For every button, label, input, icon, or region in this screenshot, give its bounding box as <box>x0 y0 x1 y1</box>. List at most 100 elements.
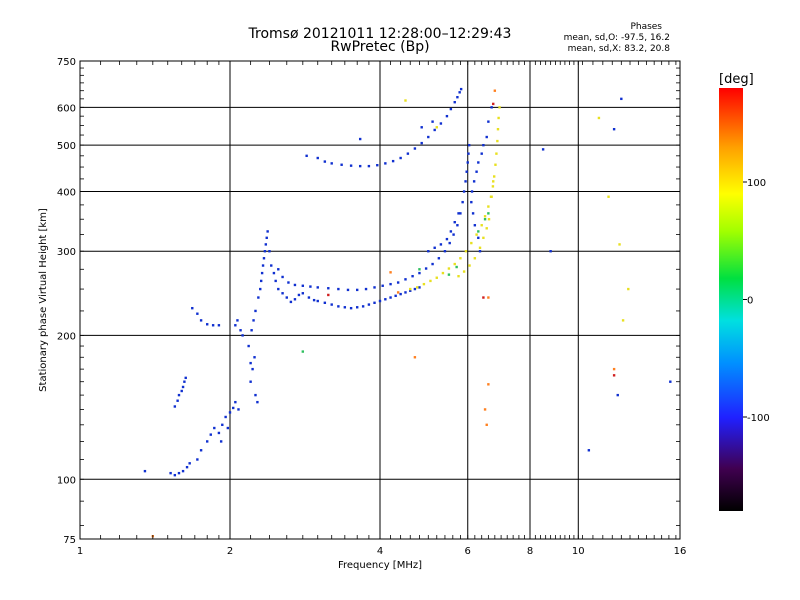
data-point <box>409 287 412 291</box>
data-point <box>211 324 215 327</box>
data-point <box>422 282 426 286</box>
data-point <box>394 294 397 298</box>
data-point <box>234 400 237 404</box>
data-point <box>389 271 392 274</box>
data-point <box>221 423 224 427</box>
axis-ticks: 1 2 4 6 8 10 16 75 100 200 300 400 500 600 750 <box>57 57 686 557</box>
data-point <box>257 296 260 299</box>
data-point <box>420 141 423 145</box>
data-point <box>307 296 311 299</box>
data-point <box>456 95 459 99</box>
data-point <box>468 264 471 267</box>
data-point <box>226 426 230 430</box>
data-point <box>475 170 478 173</box>
data-point <box>597 116 601 120</box>
y-tick-label: 750 <box>57 57 76 68</box>
data-point <box>196 312 199 315</box>
data-point <box>456 224 459 227</box>
data-point <box>264 243 268 246</box>
data-point <box>232 406 235 410</box>
data-point <box>323 160 327 163</box>
data-points <box>143 87 672 538</box>
data-point <box>477 236 480 240</box>
phase-summary-title: Phases <box>630 22 662 32</box>
data-point <box>452 233 455 236</box>
data-point <box>389 296 392 299</box>
data-point <box>346 288 350 292</box>
grid <box>80 61 680 539</box>
data-point <box>483 408 487 411</box>
data-point <box>457 274 460 278</box>
data-point <box>473 224 477 227</box>
data-point <box>418 286 421 289</box>
data-point <box>247 344 250 348</box>
data-point <box>587 449 591 452</box>
data-point <box>616 393 619 397</box>
data-point <box>217 431 221 435</box>
x-tick-label: 16 <box>674 546 687 557</box>
data-point <box>480 152 483 155</box>
data-point <box>237 408 240 411</box>
y-tick-label: 600 <box>57 103 76 114</box>
data-point <box>241 334 244 337</box>
data-point <box>620 97 623 101</box>
data-point <box>487 218 491 221</box>
data-point <box>490 106 493 109</box>
data-point <box>404 291 407 294</box>
data-point <box>406 152 410 155</box>
data-point <box>471 212 475 215</box>
data-point <box>483 218 487 221</box>
x-tick-label: 4 <box>377 546 383 557</box>
chart-title: Tromsø 20121011 12:28:00–12:29:43 <box>248 26 512 42</box>
data-point <box>472 180 476 183</box>
data-point <box>541 148 545 151</box>
data-point <box>441 271 445 275</box>
data-point <box>191 306 194 310</box>
data-point <box>447 273 451 276</box>
data-point <box>337 305 340 308</box>
data-point <box>349 306 353 310</box>
data-point <box>266 230 269 233</box>
data-point <box>477 230 480 233</box>
colorbar-title: [deg] <box>719 72 754 87</box>
data-point <box>254 393 257 397</box>
data-point <box>389 282 392 286</box>
data-point <box>470 190 474 193</box>
data-point <box>274 279 277 283</box>
data-point <box>459 257 462 260</box>
data-point <box>415 286 419 289</box>
data-point <box>239 329 242 332</box>
data-point <box>459 212 462 215</box>
data-point <box>453 100 456 104</box>
data-point <box>301 284 305 287</box>
x-tick-label: 6 <box>465 546 471 557</box>
data-point <box>465 170 468 173</box>
colorbar-ticks: 100 0 -100 <box>743 178 770 424</box>
data-point <box>453 221 456 224</box>
data-point <box>621 319 625 322</box>
data-point <box>494 163 497 166</box>
data-point <box>457 212 460 215</box>
data-point <box>467 143 471 147</box>
data-point <box>143 469 147 473</box>
data-point <box>418 268 421 271</box>
data-point <box>413 147 417 150</box>
data-point <box>487 205 490 208</box>
data-point <box>378 299 382 303</box>
data-point <box>343 306 347 309</box>
data-point <box>384 298 387 301</box>
data-point <box>358 164 362 168</box>
data-point <box>478 246 482 249</box>
data-point <box>485 135 488 139</box>
data-point <box>433 246 436 249</box>
data-point <box>618 243 621 246</box>
data-point <box>249 380 252 383</box>
y-tick-label: 500 <box>57 141 76 152</box>
data-point <box>196 458 199 461</box>
data-point <box>301 292 305 295</box>
y-tick-label: 75 <box>63 535 76 546</box>
data-point <box>277 268 280 271</box>
data-point <box>177 471 181 475</box>
data-point <box>413 356 417 359</box>
